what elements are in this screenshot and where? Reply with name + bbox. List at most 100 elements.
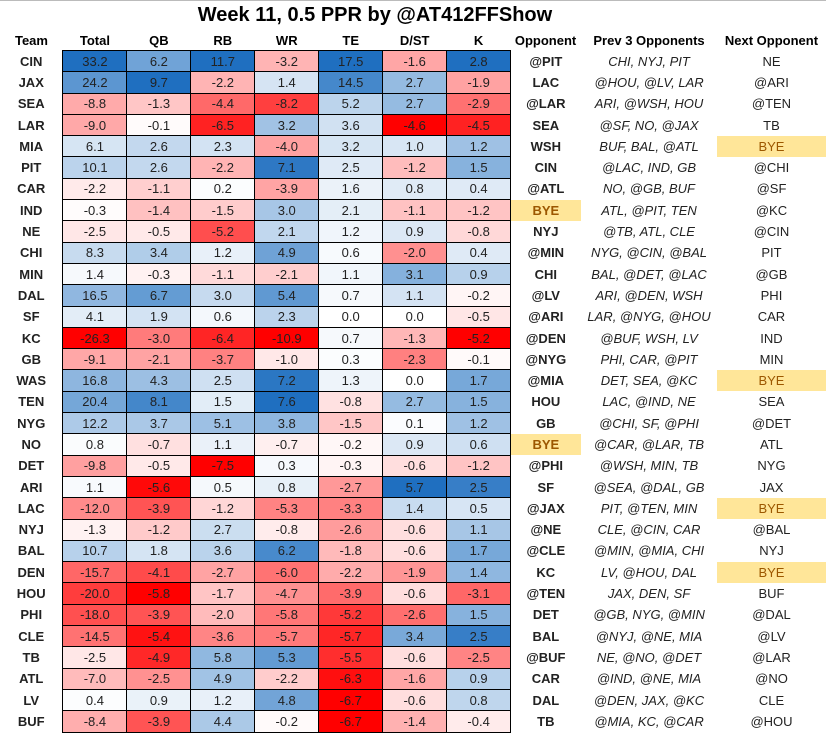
next-opponent-cell: PHI bbox=[760, 287, 783, 303]
heat-cell-k: 1.5 bbox=[446, 603, 512, 627]
opponent-cell: @CLE bbox=[526, 543, 566, 559]
next-opponent-cell: CAR bbox=[757, 309, 786, 325]
table-row-lv: LV 0.4 0.9 1.2 4.8 -6.7 -0.6 0.8 DAL @DEN, JAX, @… bbox=[0, 688, 826, 712]
heat-cell-d-st: -1.4 bbox=[382, 710, 448, 733]
heat-cell-k: 1.2 bbox=[446, 135, 512, 158]
heat-cell-d-st: 2.7 bbox=[382, 92, 448, 115]
heat-cell-rb: -7.5 bbox=[190, 454, 256, 477]
opponent-cell: @PIT bbox=[529, 53, 563, 69]
heat-cell-total: 6.1 bbox=[62, 135, 128, 158]
table-row-jax: JAX 24.2 9.7 -2.2 1.4 14.5 2.7 -1.9 LAC @HOU, @LV… bbox=[0, 71, 826, 94]
heat-cell-rb: 1.2 bbox=[190, 688, 256, 712]
team-cell: SF bbox=[22, 309, 40, 325]
heat-cell-d-st: 0.8 bbox=[382, 177, 448, 201]
heat-cell-wr: 5.4 bbox=[254, 284, 320, 307]
opponent-cell: BAL bbox=[532, 628, 560, 644]
team-cell: LV bbox=[23, 692, 40, 708]
heat-cell-te: -1.8 bbox=[318, 539, 384, 563]
prev-opponents-cell: @CHI, SF, @PHI bbox=[599, 415, 699, 431]
heat-cell-k: 0.9 bbox=[446, 262, 512, 286]
heat-cell-qb: 6.2 bbox=[126, 49, 192, 73]
opponent-cell: @BUF bbox=[526, 649, 566, 665]
heat-cell-te: 17.5 bbox=[318, 49, 384, 73]
heat-cell-total: -12.0 bbox=[62, 497, 128, 520]
prev-opponents-cell: @GB, NYG, @MIN bbox=[593, 607, 705, 623]
heat-cell-te: 1.2 bbox=[318, 220, 384, 243]
heat-cell-te: 1.3 bbox=[318, 369, 384, 392]
next-opponent-cell: NYJ bbox=[759, 543, 784, 559]
heat-cell-rb: 0.6 bbox=[190, 305, 256, 328]
heat-cell-total: -14.5 bbox=[62, 625, 128, 648]
heat-cell-d-st: 3.1 bbox=[382, 262, 448, 286]
heat-cell-qb: 0.9 bbox=[126, 688, 192, 712]
next-opponent-cell: @HOU bbox=[750, 713, 793, 729]
heat-cell-wr: 0.3 bbox=[254, 454, 320, 477]
heat-cell-d-st: 1.0 bbox=[382, 135, 448, 158]
opponent-cell: @JAX bbox=[526, 500, 565, 516]
heat-cell-k: 1.2 bbox=[446, 412, 512, 435]
team-cell: MIA bbox=[19, 138, 44, 154]
next-opponent-cell: BUF bbox=[758, 586, 785, 602]
heat-cell-k: -0.2 bbox=[446, 284, 512, 307]
heat-cell-d-st: 0.9 bbox=[382, 220, 448, 243]
heat-cell-total: 16.5 bbox=[62, 284, 128, 307]
team-cell: JAX bbox=[18, 74, 44, 90]
heat-cell-wr: -10.9 bbox=[254, 326, 320, 350]
opponent-cell: TB bbox=[537, 713, 555, 729]
heat-cell-k: 0.9 bbox=[446, 667, 512, 690]
prev-opponents-cell: CHI, NYJ, PIT bbox=[608, 53, 690, 69]
heat-cell-rb: -2.7 bbox=[190, 561, 256, 584]
prev-opponents-cell: @SEA, @DAL, GB bbox=[593, 479, 705, 495]
team-cell: TEN bbox=[18, 394, 45, 410]
heat-cell-rb: 5.8 bbox=[190, 646, 256, 669]
heat-cell-qb: 3.7 bbox=[126, 412, 192, 435]
team-cell: SEA bbox=[17, 96, 45, 112]
heat-cell-k: 0.8 bbox=[446, 688, 512, 712]
heat-cell-k: 2.5 bbox=[446, 625, 512, 648]
table-row-ten: TEN 20.4 8.1 1.5 7.6 -0.8 2.7 1.5 HOU LAC, @IND, … bbox=[0, 390, 826, 414]
heat-cell-total: -15.7 bbox=[62, 561, 128, 584]
next-opponent-cell: NE bbox=[762, 53, 781, 69]
heat-cell-qb: -3.9 bbox=[126, 497, 192, 520]
heat-cell-rb: 0.5 bbox=[190, 475, 256, 499]
heat-cell-d-st: -2.6 bbox=[382, 603, 448, 627]
table-row-dal: DAL 16.5 6.7 3.0 5.4 0.7 1.1 -0.2 @LV ARI, @DEN, … bbox=[0, 284, 826, 307]
opponent-cell: LAC bbox=[532, 74, 560, 90]
prev-opponents-cell: NE, @NO, @DET bbox=[596, 649, 702, 665]
table-row-sf: SF 4.1 1.9 0.6 2.3 0.0 0.0 -0.5 @ARI LAR, @NYG, @… bbox=[0, 305, 826, 328]
team-cell: LAR bbox=[17, 117, 45, 133]
heat-cell-wr: -4.0 bbox=[254, 135, 320, 158]
heat-cell-total: -2.5 bbox=[62, 220, 128, 243]
heat-cell-wr: -5.8 bbox=[254, 603, 320, 627]
heat-cell-wr: 2.1 bbox=[254, 220, 320, 243]
heat-cell-te: -5.7 bbox=[318, 625, 384, 648]
prev-opponents-cell: @BUF, WSH, LV bbox=[600, 330, 698, 346]
heat-cell-wr: 3.8 bbox=[254, 412, 320, 435]
prev-opponents-cell: @DEN, JAX, @KC bbox=[593, 692, 705, 708]
heat-cell-wr: -6.0 bbox=[254, 561, 320, 584]
opponent-cell: SF bbox=[537, 479, 555, 495]
heat-cell-qb: -0.5 bbox=[126, 220, 192, 243]
heat-cell-k: 1.4 bbox=[446, 561, 512, 584]
team-cell: CHI bbox=[20, 245, 43, 261]
heat-cell-k: -5.2 bbox=[446, 326, 512, 350]
opponent-cell: CHI bbox=[534, 266, 558, 282]
heat-cell-total: 0.4 bbox=[62, 688, 128, 712]
heat-cell-total: -8.4 bbox=[62, 710, 128, 733]
heat-cell-qb: -5.4 bbox=[126, 625, 192, 648]
prev-opponents-cell: @WSH, MIN, TB bbox=[599, 458, 699, 474]
table-row-min: MIN 1.4 -0.3 -1.1 -2.1 1.1 3.1 0.9 CHI BAL, @DET,… bbox=[0, 262, 826, 286]
chart-title: Week 11, 0.5 PPR by @AT412FFShow bbox=[197, 4, 553, 26]
heat-cell-k: 2.5 bbox=[446, 475, 512, 499]
prev-opponents-cell: LAC, @IND, NE bbox=[602, 394, 696, 410]
heat-cell-qb: -0.3 bbox=[126, 262, 192, 286]
heat-cell-total: 33.2 bbox=[62, 49, 128, 73]
column-header-wr: WR bbox=[275, 33, 298, 48]
heat-cell-k: -2.5 bbox=[446, 646, 512, 669]
heat-cell-qb: 6.7 bbox=[126, 284, 192, 307]
heat-cell-k: -0.4 bbox=[446, 710, 512, 733]
opponent-cell: @DEN bbox=[525, 330, 566, 346]
heat-cell-rb: -1.7 bbox=[190, 582, 256, 605]
prev-opponents-cell: BAL, @DET, @LAC bbox=[591, 266, 707, 282]
table-row-kc: KC -26.3 -3.0 -6.4 -10.9 0.7 -1.3 -5.2 @DEN @BUF,… bbox=[0, 326, 826, 350]
